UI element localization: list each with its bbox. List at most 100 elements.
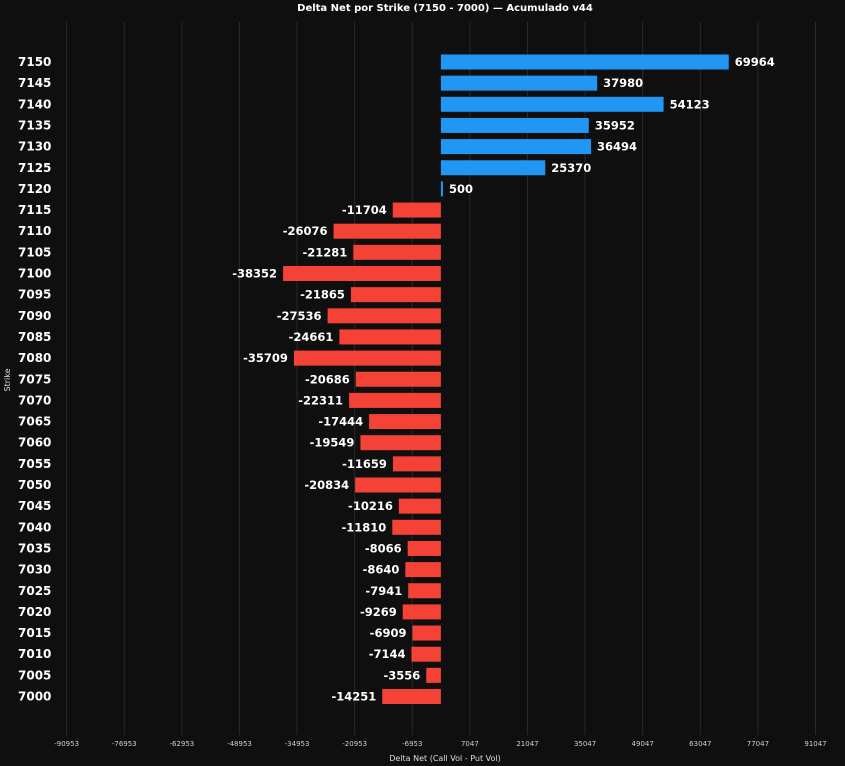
bar [293, 350, 441, 366]
y-tick-label: 7035 [18, 541, 51, 555]
bar-value-label: -24661 [289, 330, 334, 344]
bar [440, 96, 664, 112]
y-tick-label: 7075 [18, 372, 51, 386]
bar [333, 223, 441, 239]
bar-value-label: -26076 [283, 224, 328, 238]
bar [405, 562, 441, 578]
bar-value-label: -14251 [331, 690, 376, 704]
x-tick-label: -48953 [227, 740, 252, 748]
y-tick-label: 7090 [18, 309, 51, 323]
bar [426, 667, 441, 683]
bar [392, 456, 441, 472]
y-tick-label: 7015 [18, 626, 51, 640]
x-tick-label: -34953 [285, 740, 310, 748]
bar-value-label: -22311 [298, 393, 343, 407]
y-tick-label: 7085 [18, 330, 51, 344]
bar [350, 287, 441, 303]
chart-title: Delta Net por Strike (7150 - 7000) — Acu… [297, 3, 593, 14]
y-tick-label: 7125 [18, 161, 51, 175]
bar-value-label: -9269 [360, 605, 397, 619]
bar-value-label: -19549 [310, 436, 355, 450]
bar-value-label: 35952 [595, 118, 635, 132]
y-tick-label: 7040 [18, 520, 51, 534]
y-tick-label: 7045 [18, 499, 51, 513]
bar-value-label: -17444 [318, 415, 363, 429]
y-tick-label: 7135 [18, 118, 51, 132]
bar [440, 54, 729, 70]
bar-value-label: -11810 [341, 520, 386, 534]
bar-value-label: -6909 [370, 626, 407, 640]
bar [411, 646, 441, 662]
bar-value-label: 54123 [670, 97, 710, 111]
x-tick-label: 77047 [747, 740, 769, 748]
bar [440, 117, 589, 133]
bars-group [283, 54, 729, 704]
bar-value-label: -11659 [342, 457, 387, 471]
y-tick-label: 7010 [18, 647, 51, 661]
bar [440, 139, 592, 155]
bar [407, 540, 441, 556]
x-tick-label: -62953 [169, 740, 194, 748]
bar [398, 498, 441, 514]
grid-lines [66, 22, 817, 735]
y-tick-labels: 7150 7145 7140 7135 7130 7125 7120 7115 7110 7105… [18, 55, 51, 704]
data-labels-group: 699643798054123359523649425370500-11704-… [232, 55, 774, 704]
x-tick-label: 21047 [516, 740, 538, 748]
y-tick-label: 7055 [18, 457, 51, 471]
y-tick-label: 7030 [18, 563, 51, 577]
y-axis-label: Strike [3, 368, 12, 391]
bar-value-label: 25370 [551, 161, 591, 175]
bar-value-label: -7941 [365, 584, 402, 598]
bar-value-label: -20686 [305, 372, 350, 386]
bar [412, 625, 441, 641]
bar [283, 266, 441, 281]
bar [440, 75, 598, 91]
bar [355, 371, 441, 387]
y-tick-label: 7100 [18, 267, 51, 281]
bar-value-label: 69964 [735, 55, 775, 69]
bar-value-label: -3556 [383, 668, 420, 682]
y-tick-label: 7110 [18, 224, 51, 238]
x-axis-label: Delta Net (Call Vol - Put Vol) [389, 754, 501, 763]
bar [402, 604, 441, 620]
y-tick-label: 7080 [18, 351, 51, 365]
bar-value-label: 500 [449, 182, 473, 196]
bar-value-label: -21865 [300, 288, 345, 302]
bar [327, 308, 441, 324]
x-tick-label: 91047 [804, 740, 826, 748]
bar [392, 519, 441, 535]
bar-value-label: -38352 [232, 267, 277, 281]
bar-value-label: -20834 [304, 478, 349, 492]
bar [440, 160, 546, 176]
x-tick-label: -6953 [402, 740, 422, 748]
bar-value-label: 37980 [603, 76, 643, 90]
bar [440, 181, 443, 197]
bar-value-label: 36494 [597, 140, 637, 154]
bar [382, 689, 441, 704]
y-tick-label: 7140 [18, 97, 51, 111]
y-tick-label: 7120 [18, 182, 51, 196]
y-tick-label: 7025 [18, 584, 51, 598]
bar-value-label: -8066 [365, 541, 402, 555]
y-tick-label: 7145 [18, 76, 51, 90]
x-tick-label: 7047 [461, 740, 479, 748]
y-tick-label: 7130 [18, 140, 51, 154]
bar [408, 583, 441, 599]
bar [349, 392, 441, 408]
bar-value-label: -35709 [243, 351, 288, 365]
bar [360, 435, 441, 451]
y-tick-label: 7150 [18, 55, 51, 69]
bar-value-label: -11704 [342, 203, 387, 217]
x-tick-label: 63047 [689, 740, 711, 748]
x-tick-labels: -90953 -76953 -62953 -48953 -34953 -20953 -695… [54, 740, 826, 748]
y-tick-label: 7060 [18, 436, 51, 450]
x-tick-label: -90953 [54, 740, 79, 748]
bar-value-label: -8640 [363, 563, 400, 577]
y-tick-label: 7095 [18, 288, 51, 302]
x-tick-label: -20953 [342, 740, 367, 748]
bar-value-label: -10216 [348, 499, 393, 513]
x-tick-label: 49047 [632, 740, 654, 748]
y-tick-label: 7020 [18, 605, 51, 619]
y-tick-label: 7050 [18, 478, 51, 492]
